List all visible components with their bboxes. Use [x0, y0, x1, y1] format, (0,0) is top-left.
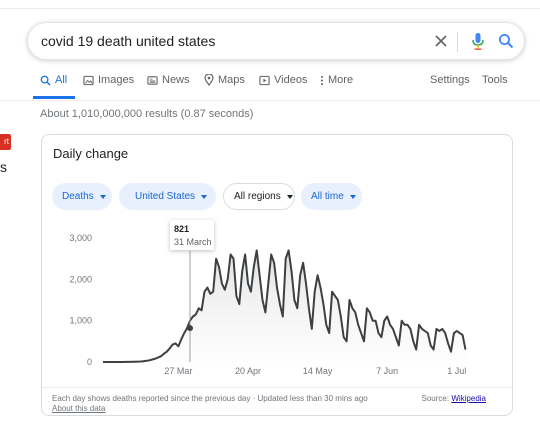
chevron-down-icon: [201, 194, 208, 199]
tools-link[interactable]: Tools: [482, 74, 508, 86]
tab-maps-label: Maps: [218, 74, 245, 86]
region-filter[interactable]: All regions: [223, 183, 295, 210]
chevron-down-icon: [349, 194, 356, 199]
video-icon: [259, 75, 270, 85]
chart-series-line: [103, 249, 467, 363]
tab-images-label: Images: [98, 74, 135, 86]
daily-change-card: Daily change Deaths United States All re…: [41, 134, 513, 416]
x-tick-label: 14 May: [303, 366, 333, 376]
side-text-fragment: s: [0, 159, 7, 175]
y-tick-label: 2,000: [69, 274, 92, 284]
x-tick-label: 27 Mar: [164, 366, 192, 376]
hover-point: [187, 325, 193, 332]
map-pin-icon: [204, 74, 214, 86]
search-icon[interactable]: [495, 30, 517, 52]
footer-note: Each day shows deaths reported since the…: [52, 394, 368, 403]
mic-icon[interactable]: [467, 30, 489, 52]
metric-filter-label: Deaths: [62, 191, 94, 202]
side-badge-label: rt: [4, 137, 9, 146]
metric-filter[interactable]: Deaths: [52, 183, 112, 210]
search-input[interactable]: covid 19 death united states: [41, 33, 216, 49]
x-tick-label: 7 Jun: [376, 366, 398, 376]
settings-link[interactable]: Settings: [430, 74, 470, 86]
chart-tooltip: 821 31 March: [170, 220, 214, 250]
image-icon: [83, 75, 94, 85]
chevron-down-icon: [286, 194, 293, 199]
y-tick-label: 1,000: [69, 316, 92, 326]
tooltip-value: 821: [174, 224, 189, 234]
search-divider: [457, 32, 458, 52]
tab-news-label: News: [162, 74, 190, 86]
tooltip-box: [170, 220, 214, 250]
tab-all-label: All: [55, 74, 68, 86]
active-tab-indicator: [33, 96, 75, 99]
tab-maps[interactable]: Maps: [204, 74, 245, 86]
tab-videos-label: Videos: [274, 74, 308, 86]
result-stats: About 1,010,000,000 results (0.87 second…: [40, 108, 254, 120]
about-data-link[interactable]: About this data: [52, 404, 106, 413]
y-tick-label: 0: [87, 357, 92, 367]
tab-more-label: More: [328, 74, 354, 86]
chevron-down-icon: [99, 194, 106, 199]
card-title: Daily change: [53, 146, 129, 161]
tab-all[interactable]: All: [40, 74, 67, 86]
x-tick-label: 1 Jul: [447, 366, 466, 376]
country-filter[interactable]: United States: [119, 183, 216, 210]
news-icon: [147, 75, 158, 85]
time-filter[interactable]: All time: [301, 183, 362, 210]
tab-videos[interactable]: Videos: [259, 74, 307, 86]
search-box[interactable]: covid 19 death united states: [27, 22, 525, 60]
source-label: Source:: [421, 394, 450, 403]
tab-more[interactable]: More: [320, 74, 353, 86]
daily-deaths-chart[interactable]: 0 1,000 2,000 3,000 27 Mar 20 Apr 14 May 7 Jun…: [42, 217, 512, 377]
tabs-divider: [0, 100, 540, 101]
top-divider: [0, 8, 540, 9]
time-filter-label: All time: [311, 191, 344, 202]
card-divider: [42, 387, 512, 388]
tab-news[interactable]: News: [147, 74, 190, 86]
close-icon[interactable]: [430, 30, 452, 52]
side-badge: rt: [0, 134, 11, 150]
footer-source: Source: Wikipedia: [422, 394, 487, 404]
tab-images[interactable]: Images: [83, 74, 134, 86]
country-filter-label: United States: [135, 191, 196, 202]
x-tick-label: 20 Apr: [235, 366, 261, 376]
source-link[interactable]: Wikipedia: [451, 394, 486, 403]
y-tick-label: 3,000: [69, 233, 92, 243]
search-icon: [40, 75, 51, 86]
more-vert-icon: [320, 75, 324, 85]
region-filter-label: All regions: [234, 191, 281, 202]
tooltip-date: 31 March: [174, 237, 212, 247]
